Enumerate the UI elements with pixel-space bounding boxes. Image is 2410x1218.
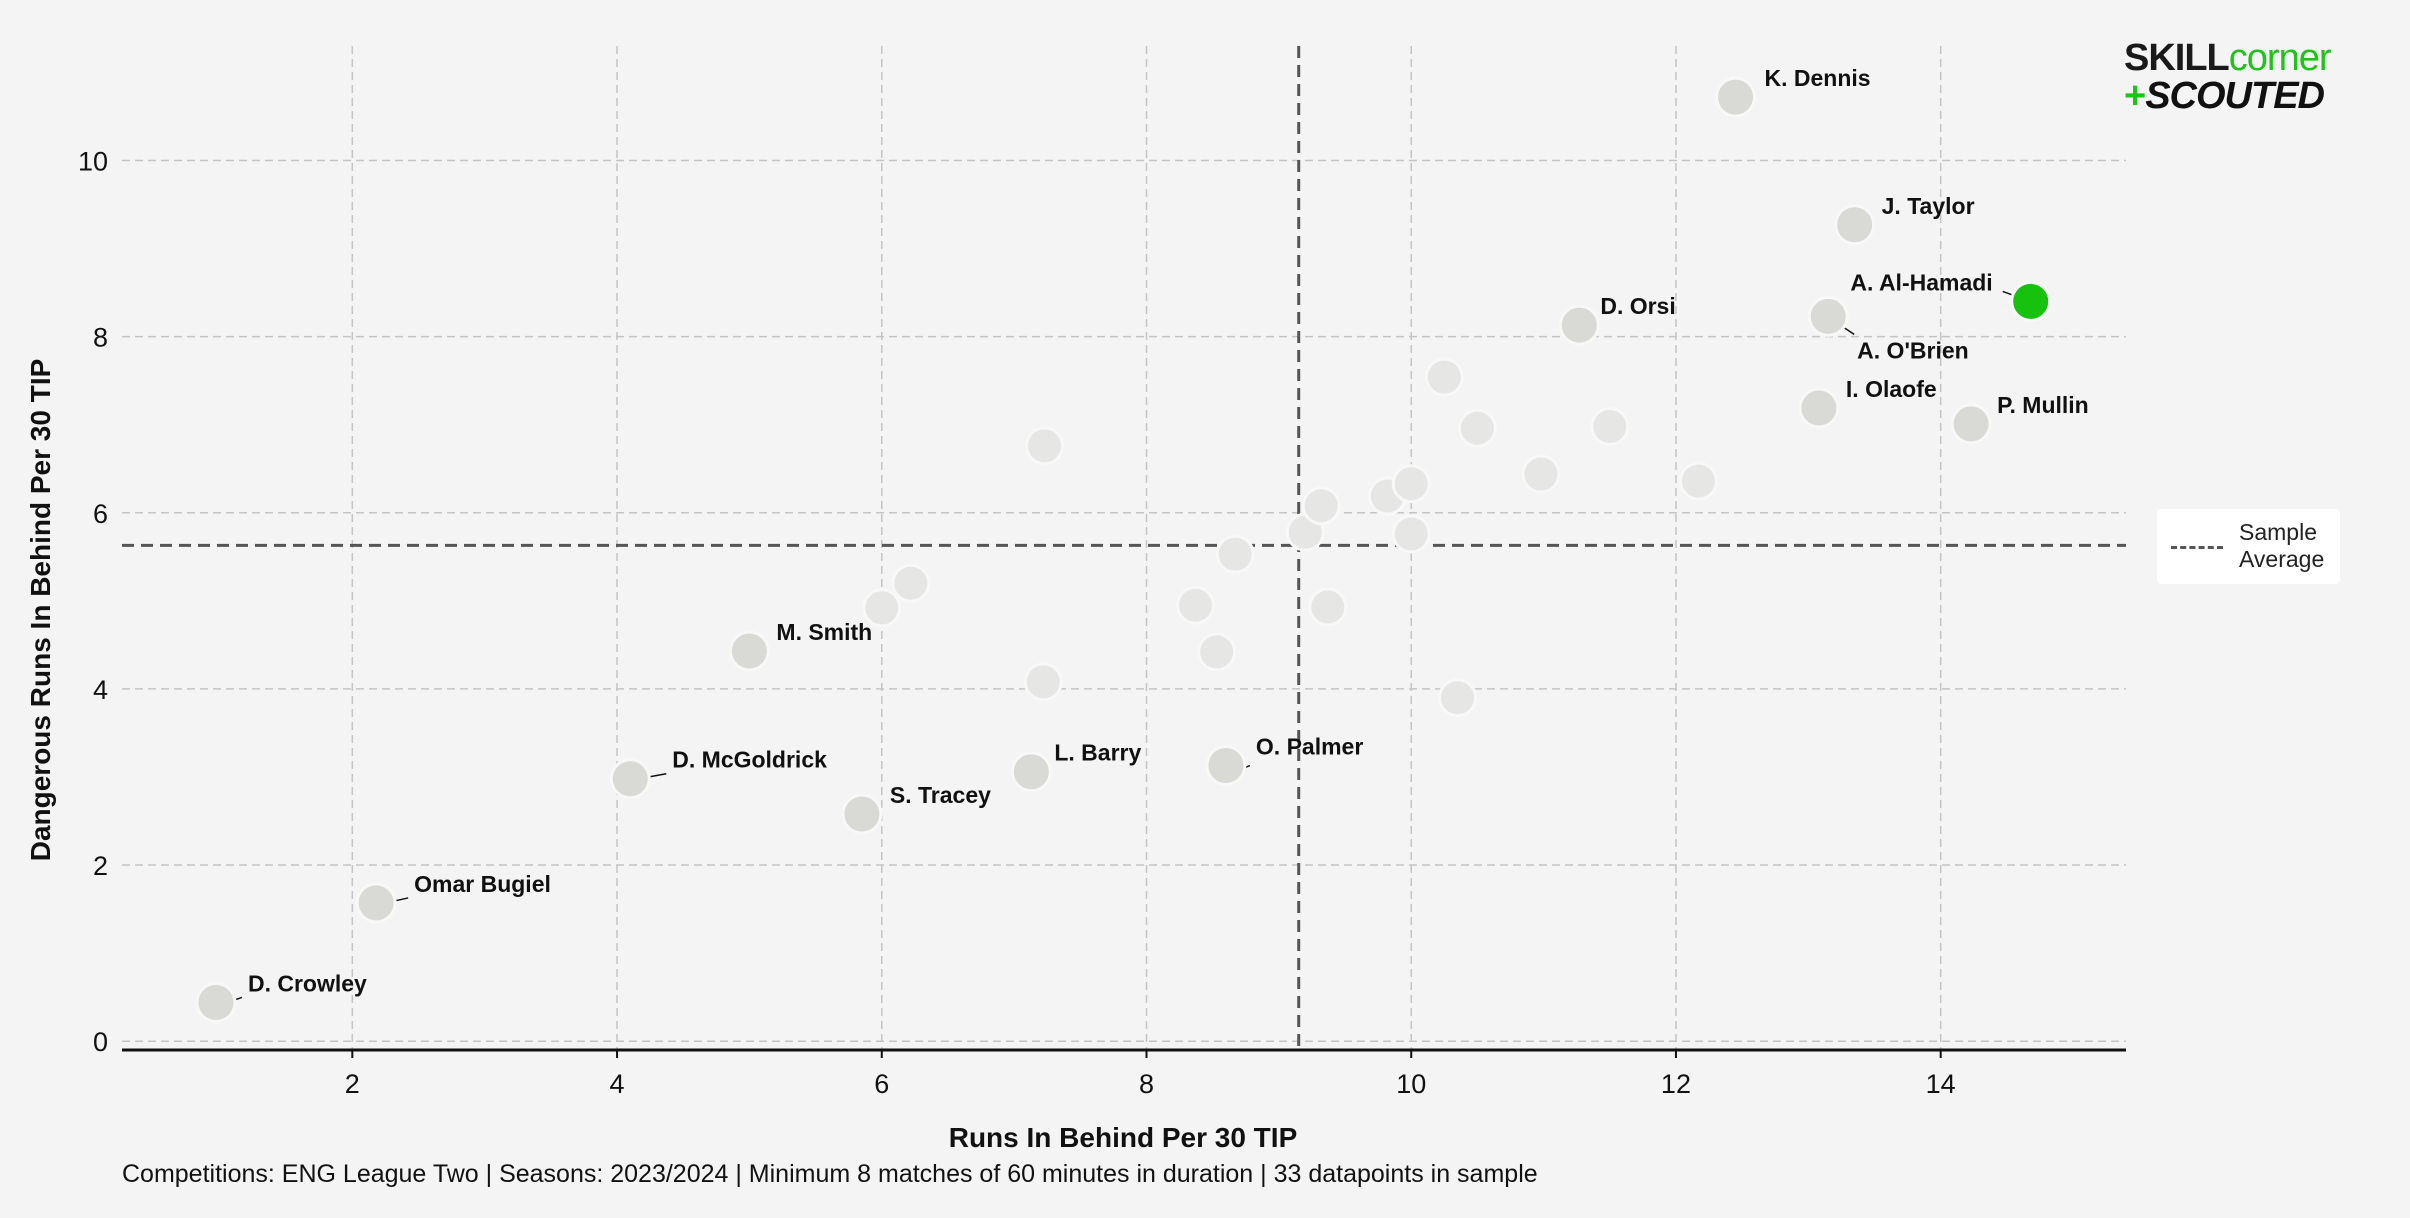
data-point [843,795,881,833]
data-point [1207,747,1245,785]
data-point [1177,587,1213,623]
axes: 2 4 6 8 10 12 14 0 2 4 6 8 10 [78,146,2126,1099]
footnote: Competitions: ENG League Two | Seasons: … [122,1160,1538,1189]
data-point [1027,428,1063,464]
legend: Sample Average [2157,509,2340,584]
point-labels: K. Dennis J. Taylor A. Al-Hamadi A. O'Brien… [248,65,2089,996]
data-point [1303,488,1339,524]
data-point [1025,664,1061,700]
data-point [357,884,395,922]
x-tick-label: 6 [874,1069,889,1099]
data-point [1426,359,1462,395]
point-label: Omar Bugiel [414,871,551,897]
data-point [893,565,929,601]
point-label: M. Smith [776,619,872,645]
point-label: S. Tracey [890,782,991,808]
point-label: P. Mullin [1997,392,2089,418]
point-label: D. Orsi [1600,293,1675,319]
data-point [1459,410,1495,446]
y-tick-label: 8 [93,323,108,353]
logo-top-row: SKILLcorner [2124,38,2331,78]
y-tick-label: 4 [93,675,108,705]
logo-bottom-row: +SCOUTED [2124,76,2324,116]
point-label: J. Taylor [1882,193,1975,219]
point-label: L. Barry [1054,740,1141,766]
data-point [197,983,235,1021]
x-tick-label: 2 [345,1069,360,1099]
logo-word-scouted: SCOUTED [2145,75,2324,117]
data-point [1393,466,1429,502]
x-axis-title: Runs In Behind Per 30 TIP [949,1122,1298,1153]
logo-word-corner: corner [2229,37,2331,79]
data-point [1836,206,1874,244]
x-tick-label: 12 [1661,1069,1691,1099]
data-point [1560,306,1598,344]
point-label: A. O'Brien [1857,337,1969,363]
data-point [1393,516,1429,552]
y-axis-title: Dangerous Runs In Behind Per 30 TIP [25,359,56,862]
data-point [1800,389,1838,427]
y-tick-label: 6 [93,499,108,529]
data-point [1310,589,1346,625]
data-point [1217,536,1253,572]
point-label: D. Crowley [248,970,367,996]
legend-label: Sample Average [2239,519,2329,573]
data-point [1523,456,1559,492]
point-label: O. Palmer [1256,734,1363,760]
skillcorner-scouted-logo: SKILLcorner +SCOUTED [2124,38,2370,118]
point-label: I. Olaofe [1846,376,1937,402]
data-point [611,760,649,798]
data-point [1680,463,1716,499]
data-point [1440,680,1476,716]
data-point [1717,78,1755,116]
y-tick-label: 10 [78,146,108,176]
y-tick-label: 0 [93,1027,108,1057]
data-point [1592,408,1628,444]
data-point [1012,753,1050,791]
data-point [1809,297,1847,335]
logo-word-skill: SKILL [2124,37,2229,79]
point-label: A. Al-Hamadi [1850,269,1992,295]
x-tick-label: 4 [610,1069,625,1099]
point-label: D. McGoldrick [672,747,827,773]
data-point [1952,405,1990,443]
point-label: K. Dennis [1765,65,1871,91]
y-tick-label: 2 [93,851,108,881]
data-point [730,632,768,670]
average-lines [122,46,2126,1050]
logo-plus: + [2124,75,2145,117]
grid-lines [122,46,2126,1050]
x-tick-label: 8 [1139,1069,1154,1099]
data-point [1199,634,1235,670]
x-tick-label: 10 [1396,1069,1426,1099]
highlight-point [2012,282,2050,320]
x-tick-label: 14 [1926,1069,1956,1099]
legend-dash-swatch [2171,546,2223,549]
